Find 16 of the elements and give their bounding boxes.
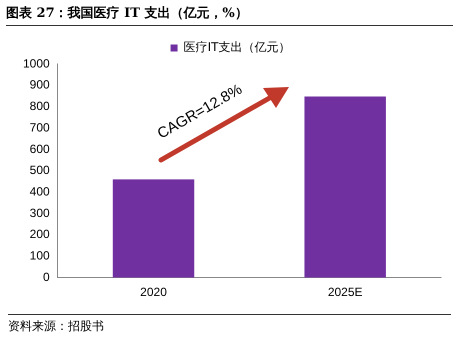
x-tick-label: 2020 (140, 285, 168, 300)
y-tick-label: 200 (30, 227, 50, 242)
y-tick-label: 900 (30, 78, 50, 92)
y-tick-label: 100 (30, 248, 50, 263)
chart-title: 图表 27：我国医疗 IT 支出（亿元，%） (6, 4, 453, 26)
x-tick-label: 2025E (328, 285, 363, 300)
y-tick-label: 800 (30, 99, 50, 114)
y-tick-label: 500 (30, 163, 50, 178)
y-tick-label: 0 (43, 270, 50, 284)
y-tick-label: 400 (30, 184, 50, 198)
legend-label: 医疗IT支出（亿元） (184, 40, 290, 54)
y-tick-label: 1000 (22, 56, 50, 70)
y-tick-label: 700 (30, 120, 50, 134)
text: 资料来源：招股书 (8, 314, 451, 335)
y-tick-label: 300 (30, 206, 50, 220)
y-tick-label: 600 (30, 142, 50, 156)
